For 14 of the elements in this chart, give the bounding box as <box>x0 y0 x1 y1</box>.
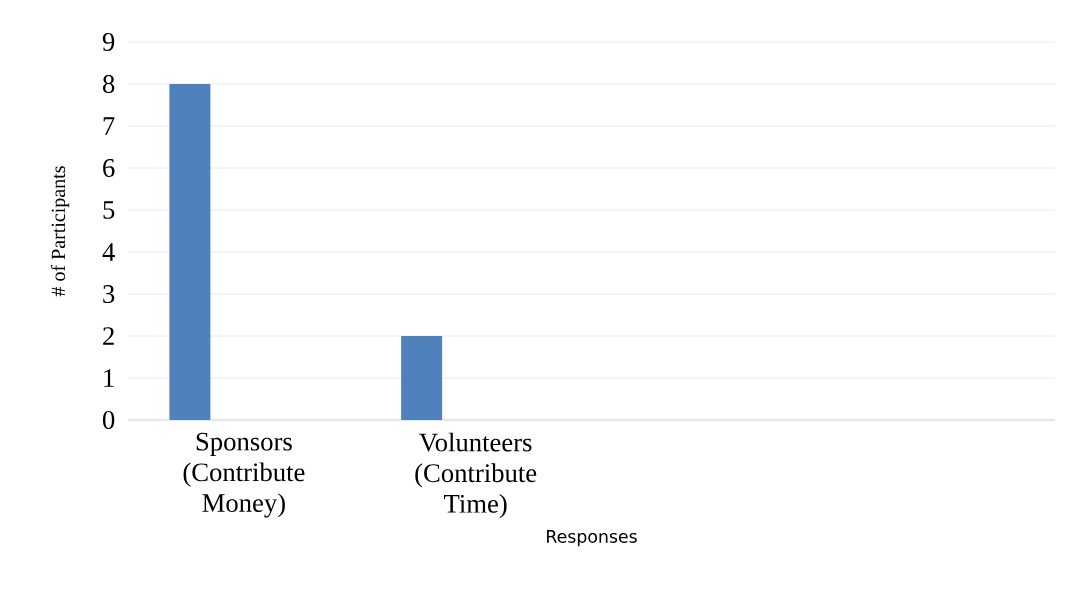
y-tick-label: 5 <box>103 201 115 219</box>
y-tick-label: 9 <box>102 33 115 51</box>
y-axis-title: # of Participants <box>50 166 70 297</box>
y-tick-label: 4 <box>102 243 115 261</box>
x-tick-label: Volunteers (Contribute Time) <box>415 432 537 519</box>
y-tick-label: 2 <box>103 327 114 345</box>
y-tick-label: 7 <box>103 117 115 135</box>
y-tick-label: 0 <box>102 411 115 429</box>
x-axis-title: Responses <box>547 530 637 547</box>
y-tick-label: 8 <box>102 75 115 93</box>
y-tick-label: 3 <box>103 285 115 303</box>
y-tick-label: 6 <box>103 159 115 177</box>
x-tick-label: Sponsors (Contribute Money) <box>183 432 305 518</box>
y-tick-label: 1 <box>104 369 114 387</box>
